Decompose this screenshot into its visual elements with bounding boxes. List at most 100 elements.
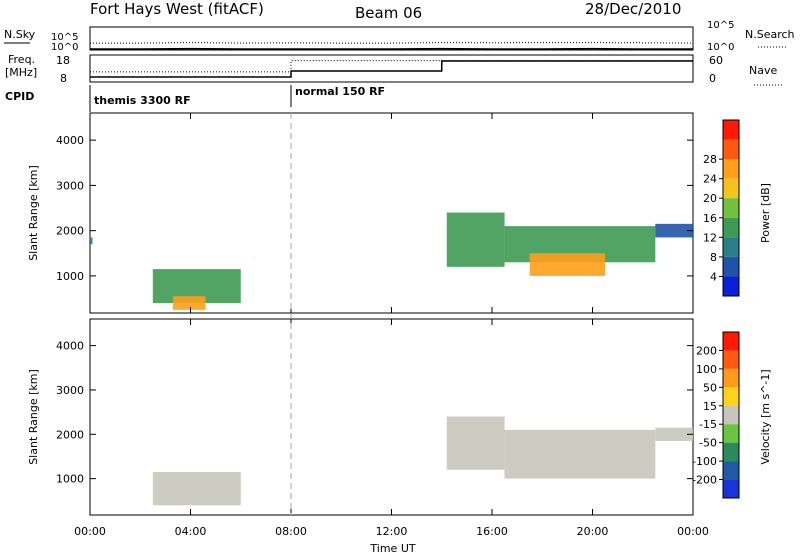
power-ytick-label: 1000: [56, 270, 84, 283]
colorbar-tick-label: -100: [692, 455, 717, 468]
colorbar-frame: [722, 119, 740, 297]
time-tick-label: 12:00: [376, 525, 408, 538]
colorbar-swatch: [723, 332, 739, 351]
velocity-data-group: [152, 416, 693, 506]
colorbar-tick-label: 100: [696, 363, 717, 376]
colorbar-tick-label: 16: [703, 212, 717, 225]
velocity-echo-region-1: [446, 416, 505, 470]
power-ytick-label: 3000: [56, 179, 84, 192]
velocity-ylabel: Slant Range [km]: [27, 369, 40, 465]
noise-left-tick-high: 10^5: [51, 32, 78, 43]
power-data-group: [90, 212, 693, 310]
colorbar-swatch: [723, 479, 739, 498]
power-echo-region-6: [655, 223, 693, 238]
colorbar-tick-label: 15: [703, 400, 717, 413]
colorbar-swatch: [723, 276, 739, 296]
date-title: 28/Dec/2010: [585, 0, 681, 18]
station-title: Fort Hays West (fitACF): [90, 0, 264, 18]
noise-left-title: N.Sky: [4, 28, 36, 41]
colorbar-tick-label: 12: [703, 231, 717, 244]
noise-panel: N.Sky 10^5 10^0 10^5 10^0 N.Search: [4, 20, 795, 53]
colorbar-tick-label: -15: [699, 418, 717, 431]
time-axis: 00:00 04:00 08:00 12:00 16:00 20:00 00:00: [74, 113, 709, 538]
power-echo-region-5: [529, 253, 606, 276]
velocity-colorbar: 200 100 50 15 -15 -50 -100 -200: [692, 331, 740, 499]
colorbar-frame: [722, 331, 740, 499]
nave-tick-high: 60: [709, 54, 723, 67]
colorbar-swatch: [723, 350, 739, 369]
velocity-colorbar-label: Velocity [m s^-1]: [759, 369, 772, 464]
power-echo-region-2: [172, 296, 206, 310]
colorbar-swatch: [723, 424, 739, 443]
power-yticks: 1000 2000 3000 4000: [56, 134, 693, 283]
colorbar-tick-label: 28: [703, 153, 717, 166]
time-tick-label: 00:00: [74, 525, 106, 538]
colorbar-swatch: [723, 442, 739, 462]
colorbar-swatch: [723, 198, 739, 218]
colorbar-swatch: [723, 387, 739, 406]
colorbar-swatch: [723, 217, 739, 238]
frequency-panel-frame: [89, 54, 694, 83]
freq-label-2: [MHz]: [5, 66, 37, 79]
power-panel: 1000 2000 3000 4000 Slant Range [km] 4 8 12 16…: [27, 112, 772, 314]
colorbar-swatch: [723, 159, 739, 179]
time-tick-label: 00:00: [677, 525, 709, 538]
nave-series-line: [90, 60, 693, 78]
colorbar-tick-label: 24: [703, 173, 717, 186]
nave-label: Nave: [749, 64, 777, 77]
colorbar-tick-label: 200: [696, 344, 717, 357]
noise-series-group: [90, 42, 694, 50]
colorbar-swatch: [723, 139, 739, 160]
cpid-segment-2: normal 150 RF: [295, 85, 385, 98]
noise-right-tick-low: 10^0: [707, 42, 734, 53]
colorbar-tick-label: -50: [699, 437, 717, 450]
freq-tick-high: 18: [56, 54, 70, 67]
time-tick-label: 08:00: [275, 525, 307, 538]
velocity-echo-region-2: [504, 429, 656, 479]
cpid-label: CPID: [5, 90, 34, 103]
noise-left-tick-low: 10^0: [51, 42, 78, 53]
colorbar-swatch: [723, 461, 739, 480]
colorbar-tick-label: 8: [710, 251, 717, 264]
colorbar-swatch: [723, 256, 739, 277]
velocity-ytick-label: 4000: [56, 340, 84, 353]
freq-tick-low: 8: [60, 72, 67, 85]
power-ytick-label: 4000: [56, 134, 84, 147]
time-tick-label: 04:00: [175, 525, 207, 538]
velocity-yticks: 1000 2000 3000 4000: [56, 340, 693, 486]
freq-label-1: Freq.: [8, 53, 35, 66]
power-colorbar: 4 8 12 16 20 24 28: [703, 119, 740, 297]
colorbar-swatch: [723, 368, 739, 388]
power-ytick-label: 2000: [56, 225, 84, 238]
time-axis-label: Time UT: [369, 542, 415, 554]
velocity-ytick-label: 1000: [56, 473, 84, 486]
beam-title: Beam 06: [355, 4, 422, 22]
colorbar-swatch: [723, 237, 739, 257]
noise-right-title: N.Search: [745, 28, 795, 41]
time-tick-label: 16:00: [476, 525, 508, 538]
power-echo-region-3: [446, 212, 505, 267]
cpid-panel: CPID themis 3300 RF normal 150 RF: [5, 85, 385, 112]
power-colorbar-label: Power [dB]: [759, 183, 772, 243]
time-tick-label: 20:00: [577, 525, 609, 538]
frequency-series-group: [90, 60, 693, 78]
velocity-echo-region-0: [152, 471, 241, 506]
colorbar-swatch: [723, 405, 739, 425]
frequency-panel: Freq. [MHz] 18 8 60 0 Nave: [5, 53, 782, 86]
colorbar-tick-label: 20: [703, 192, 717, 205]
velocity-ytick-label: 3000: [56, 384, 84, 397]
colorbar-swatch: [723, 120, 739, 140]
cpid-segment-1: themis 3300 RF: [94, 94, 191, 107]
frequency-series-line: [90, 60, 693, 73]
colorbar-tick-label: 50: [703, 381, 717, 394]
colorbar-tick-label: -200: [692, 474, 717, 487]
noise-panel-frame: [89, 26, 694, 51]
power-echo-region-0: [90, 237, 93, 245]
colorbar-swatch: [723, 178, 739, 199]
colorbar-tick-label: 4: [710, 270, 717, 283]
nave-tick-low: 0: [709, 72, 716, 85]
noise-right-tick-high: 10^5: [707, 20, 734, 31]
velocity-echo-region-3: [655, 427, 693, 441]
